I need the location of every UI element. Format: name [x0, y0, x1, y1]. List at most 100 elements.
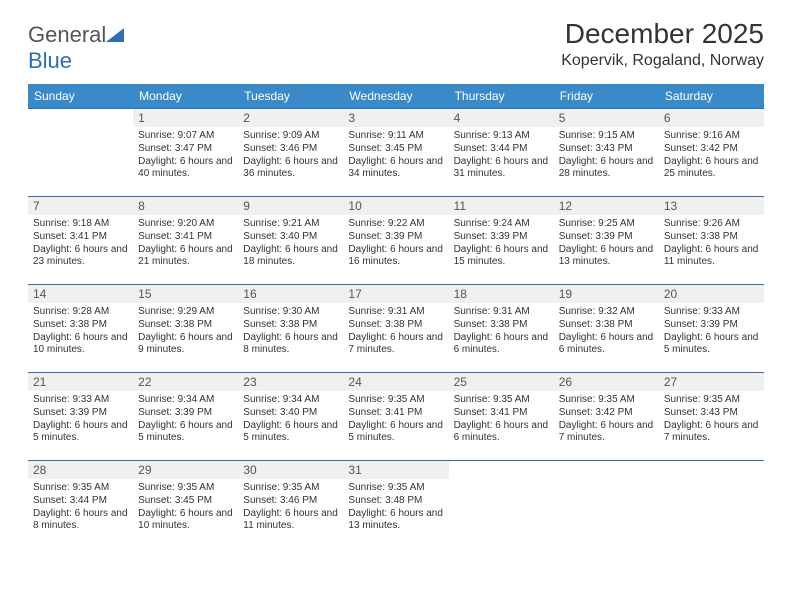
calendar-day: 5Sunrise: 9:15 AMSunset: 3:43 PMDaylight… — [554, 109, 659, 197]
day-daylight: Daylight: 6 hours and 10 minutes. — [138, 508, 233, 534]
day-details: Sunrise: 9:24 AMSunset: 3:39 PMDaylight:… — [449, 215, 554, 273]
calendar-day: 2Sunrise: 9:09 AMSunset: 3:46 PMDaylight… — [238, 109, 343, 197]
day-sunset: Sunset: 3:39 PM — [348, 231, 443, 244]
calendar-day: 25Sunrise: 9:35 AMSunset: 3:41 PMDayligh… — [449, 373, 554, 461]
calendar-day: 31Sunrise: 9:35 AMSunset: 3:48 PMDayligh… — [343, 461, 448, 549]
calendar-day: 13Sunrise: 9:26 AMSunset: 3:38 PMDayligh… — [659, 197, 764, 285]
day-number: 31 — [343, 461, 448, 479]
day-sunrise: Sunrise: 9:32 AM — [559, 306, 654, 319]
day-sunrise: Sunrise: 9:34 AM — [243, 394, 338, 407]
header: General Blue December 2025 Kopervik, Rog… — [28, 18, 764, 74]
day-sunset: Sunset: 3:40 PM — [243, 407, 338, 420]
day-sunrise: Sunrise: 9:30 AM — [243, 306, 338, 319]
day-details: Sunrise: 9:31 AMSunset: 3:38 PMDaylight:… — [343, 303, 448, 361]
day-details: Sunrise: 9:22 AMSunset: 3:39 PMDaylight:… — [343, 215, 448, 273]
day-details: Sunrise: 9:35 AMSunset: 3:42 PMDaylight:… — [554, 391, 659, 449]
day-daylight: Daylight: 6 hours and 8 minutes. — [243, 332, 338, 358]
day-sunset: Sunset: 3:42 PM — [664, 143, 759, 156]
day-header: Friday — [554, 84, 659, 109]
day-number: 15 — [133, 285, 238, 303]
day-details: Sunrise: 9:35 AMSunset: 3:41 PMDaylight:… — [343, 391, 448, 449]
day-details: Sunrise: 9:18 AMSunset: 3:41 PMDaylight:… — [28, 215, 133, 273]
day-sunset: Sunset: 3:38 PM — [33, 319, 128, 332]
day-sunrise: Sunrise: 9:20 AM — [138, 218, 233, 231]
calendar-day: 12Sunrise: 9:25 AMSunset: 3:39 PMDayligh… — [554, 197, 659, 285]
day-sunrise: Sunrise: 9:15 AM — [559, 130, 654, 143]
day-number: 4 — [449, 109, 554, 127]
day-sunset: Sunset: 3:41 PM — [138, 231, 233, 244]
day-sunset: Sunset: 3:45 PM — [138, 495, 233, 508]
day-number: 23 — [238, 373, 343, 391]
day-sunrise: Sunrise: 9:09 AM — [243, 130, 338, 143]
day-sunset: Sunset: 3:40 PM — [243, 231, 338, 244]
day-details: Sunrise: 9:35 AMSunset: 3:48 PMDaylight:… — [343, 479, 448, 537]
day-details: Sunrise: 9:26 AMSunset: 3:38 PMDaylight:… — [659, 215, 764, 273]
day-number: 10 — [343, 197, 448, 215]
day-details: Sunrise: 9:35 AMSunset: 3:41 PMDaylight:… — [449, 391, 554, 449]
day-sunrise: Sunrise: 9:35 AM — [243, 482, 338, 495]
day-sunset: Sunset: 3:39 PM — [33, 407, 128, 420]
day-sunset: Sunset: 3:45 PM — [348, 143, 443, 156]
day-daylight: Daylight: 6 hours and 7 minutes. — [559, 420, 654, 446]
day-sunset: Sunset: 3:38 PM — [454, 319, 549, 332]
day-number: 7 — [28, 197, 133, 215]
day-daylight: Daylight: 6 hours and 13 minutes. — [559, 244, 654, 270]
calendar-day: 23Sunrise: 9:34 AMSunset: 3:40 PMDayligh… — [238, 373, 343, 461]
day-sunrise: Sunrise: 9:35 AM — [348, 482, 443, 495]
day-daylight: Daylight: 6 hours and 5 minutes. — [138, 420, 233, 446]
day-sunrise: Sunrise: 9:35 AM — [33, 482, 128, 495]
day-header: Tuesday — [238, 84, 343, 109]
day-details: Sunrise: 9:25 AMSunset: 3:39 PMDaylight:… — [554, 215, 659, 273]
day-details: Sunrise: 9:35 AMSunset: 3:45 PMDaylight:… — [133, 479, 238, 537]
day-details: Sunrise: 9:16 AMSunset: 3:42 PMDaylight:… — [659, 127, 764, 185]
day-sunset: Sunset: 3:39 PM — [138, 407, 233, 420]
calendar-day: 26Sunrise: 9:35 AMSunset: 3:42 PMDayligh… — [554, 373, 659, 461]
day-daylight: Daylight: 6 hours and 5 minutes. — [33, 420, 128, 446]
day-sunrise: Sunrise: 9:35 AM — [138, 482, 233, 495]
day-sunset: Sunset: 3:38 PM — [138, 319, 233, 332]
calendar-day: 11Sunrise: 9:24 AMSunset: 3:39 PMDayligh… — [449, 197, 554, 285]
day-daylight: Daylight: 6 hours and 28 minutes. — [559, 156, 654, 182]
calendar-day: 8Sunrise: 9:20 AMSunset: 3:41 PMDaylight… — [133, 197, 238, 285]
day-sunset: Sunset: 3:46 PM — [243, 143, 338, 156]
day-sunrise: Sunrise: 9:33 AM — [664, 306, 759, 319]
calendar-day: 14Sunrise: 9:28 AMSunset: 3:38 PMDayligh… — [28, 285, 133, 373]
day-sunrise: Sunrise: 9:28 AM — [33, 306, 128, 319]
day-daylight: Daylight: 6 hours and 21 minutes. — [138, 244, 233, 270]
day-sunset: Sunset: 3:38 PM — [559, 319, 654, 332]
day-sunrise: Sunrise: 9:25 AM — [559, 218, 654, 231]
day-number: 6 — [659, 109, 764, 127]
day-details: Sunrise: 9:13 AMSunset: 3:44 PMDaylight:… — [449, 127, 554, 185]
day-header: Wednesday — [343, 84, 448, 109]
day-sunrise: Sunrise: 9:31 AM — [454, 306, 549, 319]
day-sunrise: Sunrise: 9:18 AM — [33, 218, 128, 231]
day-details: Sunrise: 9:28 AMSunset: 3:38 PMDaylight:… — [28, 303, 133, 361]
day-sunset: Sunset: 3:41 PM — [33, 231, 128, 244]
calendar-day: 4Sunrise: 9:13 AMSunset: 3:44 PMDaylight… — [449, 109, 554, 197]
calendar-day: 1Sunrise: 9:07 AMSunset: 3:47 PMDaylight… — [133, 109, 238, 197]
location-label: Kopervik, Rogaland, Norway — [561, 52, 764, 70]
page-title: December 2025 — [561, 18, 764, 50]
day-details: Sunrise: 9:35 AMSunset: 3:46 PMDaylight:… — [238, 479, 343, 537]
calendar-day: 18Sunrise: 9:31 AMSunset: 3:38 PMDayligh… — [449, 285, 554, 373]
day-sunset: Sunset: 3:41 PM — [454, 407, 549, 420]
triangle-icon — [106, 28, 124, 42]
calendar-day — [659, 461, 764, 549]
calendar-day — [554, 461, 659, 549]
day-number: 30 — [238, 461, 343, 479]
day-sunrise: Sunrise: 9:13 AM — [454, 130, 549, 143]
day-sunset: Sunset: 3:38 PM — [664, 231, 759, 244]
day-header: Sunday — [28, 84, 133, 109]
day-details: Sunrise: 9:15 AMSunset: 3:43 PMDaylight:… — [554, 127, 659, 185]
calendar-body: 1Sunrise: 9:07 AMSunset: 3:47 PMDaylight… — [28, 109, 764, 549]
calendar-week: 1Sunrise: 9:07 AMSunset: 3:47 PMDaylight… — [28, 109, 764, 197]
day-daylight: Daylight: 6 hours and 7 minutes. — [664, 420, 759, 446]
day-number: 21 — [28, 373, 133, 391]
day-sunrise: Sunrise: 9:35 AM — [454, 394, 549, 407]
day-sunrise: Sunrise: 9:07 AM — [138, 130, 233, 143]
calendar-day: 22Sunrise: 9:34 AMSunset: 3:39 PMDayligh… — [133, 373, 238, 461]
day-number: 22 — [133, 373, 238, 391]
day-details: Sunrise: 9:33 AMSunset: 3:39 PMDaylight:… — [28, 391, 133, 449]
day-number: 24 — [343, 373, 448, 391]
day-daylight: Daylight: 6 hours and 6 minutes. — [454, 420, 549, 446]
